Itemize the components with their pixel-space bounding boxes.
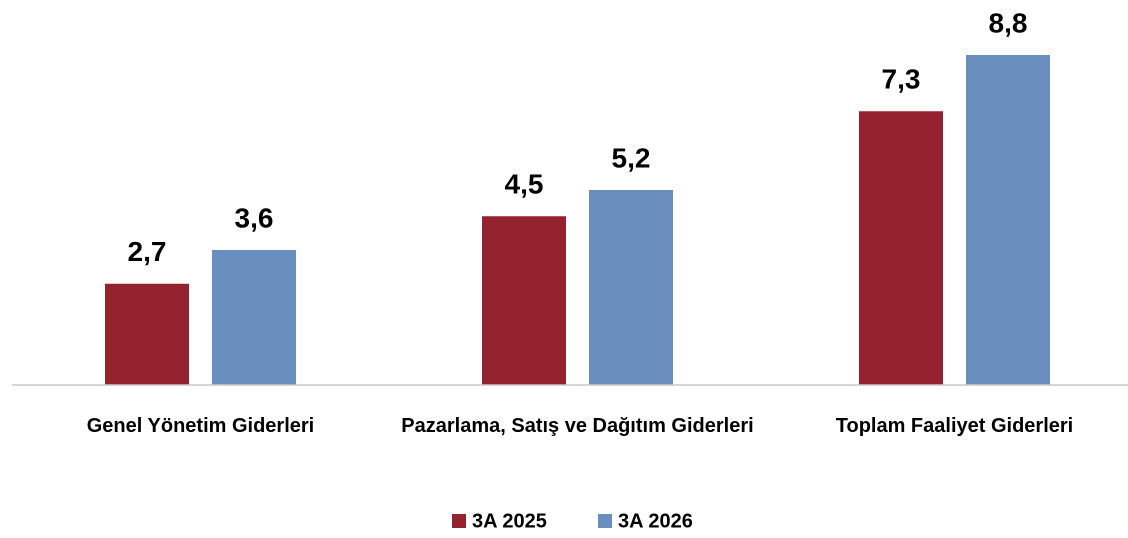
data-label: 2,7 (128, 236, 167, 267)
x-tick-label: Pazarlama, Satış ve Dağıtım Giderleri (401, 415, 754, 437)
bar (966, 55, 1050, 385)
bar (212, 250, 296, 385)
bar (859, 111, 943, 385)
bar (589, 190, 673, 385)
bar (482, 216, 566, 385)
data-label: 8,8 (989, 7, 1028, 38)
legend-swatch (452, 514, 466, 528)
data-label: 3,6 (235, 202, 274, 233)
data-label: 7,3 (882, 64, 921, 95)
data-label: 4,5 (505, 169, 544, 200)
x-tick-label: Toplam Faaliyet Giderleri (835, 415, 1074, 437)
legend-label: 3A 2025 (472, 510, 547, 532)
legend-label: 3A 2026 (618, 510, 693, 532)
x-tick-label: Genel Yönetim Giderleri (86, 415, 315, 437)
data-label: 5,2 (612, 142, 651, 173)
bar (105, 283, 189, 385)
legend-swatch (598, 514, 612, 528)
